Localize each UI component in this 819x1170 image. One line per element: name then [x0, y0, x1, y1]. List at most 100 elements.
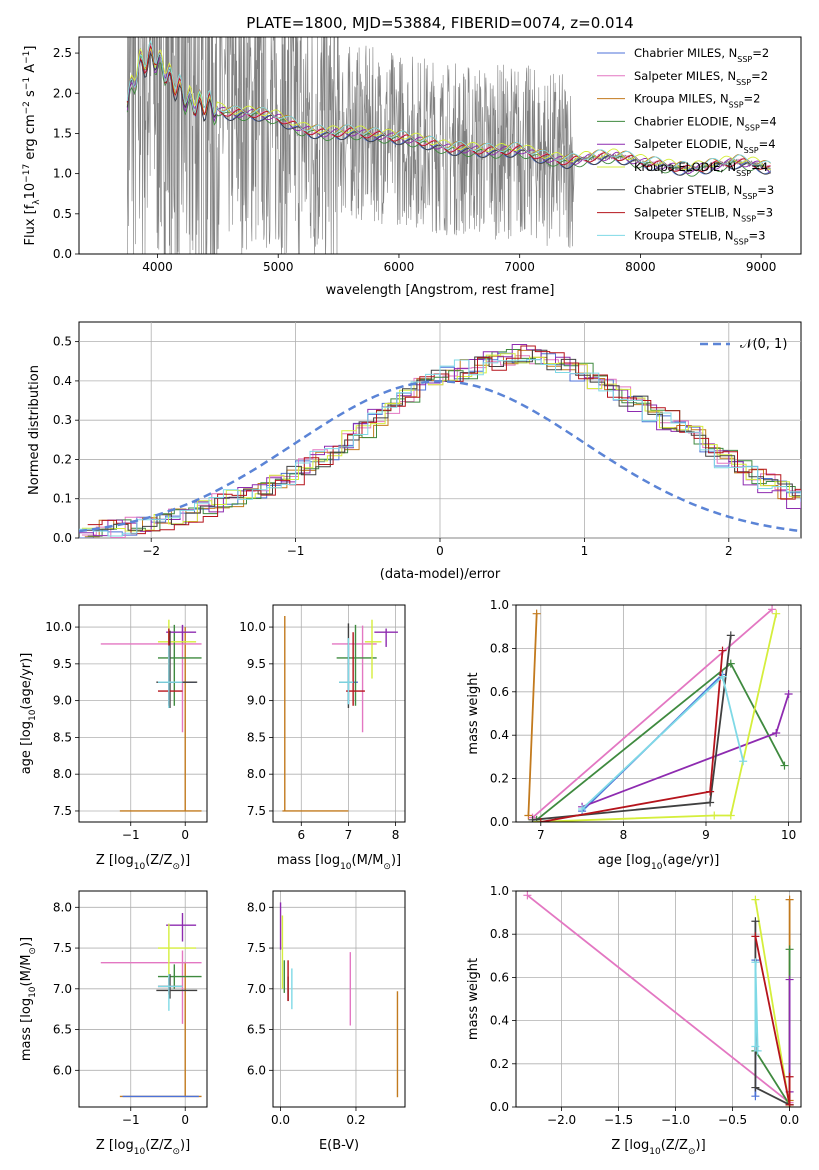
legend-sub: SSP	[745, 123, 760, 132]
residual-histogram	[87, 349, 801, 537]
x-axis-label: wavelength [Angstrom, rest frame]	[326, 283, 555, 298]
y-tick-label: 0.0	[53, 531, 72, 545]
x-tick-label: 0.0	[271, 1113, 290, 1127]
legend-tail: =4	[759, 137, 776, 151]
legend-text: Kroupa STELIB, N	[634, 228, 734, 242]
label-part: age [log	[598, 853, 651, 868]
legend-sub: SSP	[737, 55, 752, 64]
weight_vs_Z-panel: −2.0 −1.5 −1.0 −0.5 0.0 0.0 0.2 0.4 0.6 0.8 1.0 mas…	[466, 884, 802, 1157]
x-axis-label: E(B-V)	[319, 1138, 359, 1153]
y-tick-label: 0.0	[490, 1100, 509, 1114]
label-part: )]	[391, 853, 401, 868]
weight-marker	[532, 609, 541, 618]
y-tick-label: 0.4	[490, 1014, 509, 1028]
legend-entry: Salpeter STELIB, NSSP=3	[634, 206, 773, 224]
y-tick-label: 1.0	[53, 167, 72, 181]
weight-marker	[751, 917, 760, 926]
age-axis-label: age [log10(age/yr)]	[19, 653, 38, 775]
y-tick-label: 8.0	[247, 900, 266, 914]
spectrum-panel: 4000 5000 6000 7000 8000 9000 0.0 0.5 1.0 1.5 2.0 2…	[22, 36, 802, 298]
x-tick-label: 0	[181, 828, 189, 842]
weight-marker	[726, 631, 735, 640]
y-tick-label: 2.0	[53, 86, 72, 100]
weight-marker	[726, 811, 735, 820]
weight-marker	[751, 932, 760, 941]
label-part: (Z/Z	[145, 853, 172, 868]
weight-marker	[785, 1072, 794, 1081]
model-spectrum-line	[126, 49, 771, 174]
x-tick-label: 6000	[384, 260, 415, 274]
label-part: Z [log	[96, 1138, 134, 1153]
y-tick-label: 0.5	[53, 207, 72, 221]
x-tick-label: −2	[142, 544, 160, 558]
x-tick-label: 1	[581, 544, 589, 558]
label-part: −1	[22, 51, 32, 64]
weight-marker	[718, 672, 727, 681]
axes-frame	[78, 890, 208, 1108]
legend-tail: =2	[752, 46, 769, 60]
legend-tail: =4	[760, 114, 777, 128]
y-tick-label: 0.8	[490, 641, 509, 655]
y-tick-label: 10.0	[45, 620, 72, 634]
weight-marker	[785, 895, 794, 904]
y-tick-label: 8.5	[53, 730, 72, 744]
y-tick-label: 6.5	[247, 1023, 266, 1037]
y-tick-label: 8.0	[53, 767, 72, 781]
legend-sub: SSP	[734, 237, 749, 246]
axes-frame	[272, 890, 406, 1108]
age_vs_Z-panel: −1 07.58.08.59.09.510.0Z [log10(Z/Z⊙)]age…	[19, 604, 208, 872]
y-tick-label: 0.2	[490, 1057, 509, 1071]
legend-tail: =2	[751, 69, 768, 83]
spectrum-plot-area	[126, 37, 771, 254]
weight-marker	[785, 1100, 794, 1107]
y-tick-label: 6.0	[247, 1063, 266, 1077]
x-tick-label: 8	[620, 828, 628, 842]
mass_vs_ebv-panel: 0.0 0.2 6.0 6.5 7.0 7.5 8.0 E(B-V)	[247, 890, 406, 1153]
y-tick-label: 0.2	[490, 772, 509, 786]
weight-marker	[751, 1083, 760, 1092]
axes-frame	[272, 604, 406, 823]
mass-axis-label: mass [log10(M/M⊙)]	[19, 937, 38, 1061]
weight-marker	[772, 729, 781, 738]
legend-entry: Chabrier ELODIE, NSSP=4	[634, 114, 777, 131]
z-axis-label: Z [log10(Z/Z⊙)]	[96, 1138, 190, 1157]
x-tick-label: 0.0	[780, 1113, 799, 1127]
label-part: mass [log	[19, 998, 34, 1061]
weight-line	[527, 613, 538, 816]
axes-frame	[515, 890, 802, 1108]
residual-panel: −2 −1 0 1 2 0.0 0.1 0.2 0.3 0.4 0.5 𝒩(0, 1) (data-mo…	[27, 321, 802, 582]
x-tick-label: −1	[122, 1113, 140, 1127]
weight-marker	[718, 646, 727, 655]
weight-line	[532, 613, 778, 822]
x-tick-label: 5000	[263, 260, 294, 274]
label-part: erg cm	[23, 114, 38, 163]
x-tick-label: 8	[392, 828, 400, 842]
legend-entry: Kroupa ELODIE, NSSP=4	[634, 160, 768, 178]
legend-entry: Kroupa MILES, NSSP=2	[634, 92, 760, 110]
label-part: −17	[22, 164, 32, 183]
mass_vs_Z-plot-area	[100, 913, 202, 1098]
x-tick-label: 7000	[504, 260, 535, 274]
x-tick-label: −0.5	[718, 1113, 747, 1127]
label-part: s	[23, 90, 38, 101]
legend-tail: =3	[756, 206, 773, 220]
age_vs_mass-plot-area	[282, 616, 398, 812]
label-part: 10	[134, 1147, 146, 1157]
residual-histogram	[79, 359, 801, 537]
y-tick-label: 9.0	[53, 694, 72, 708]
label-part: −2	[22, 101, 32, 114]
x-tick-label: 8000	[625, 260, 656, 274]
label-part: (Z/Z	[145, 1138, 172, 1153]
legend-tail: =4	[751, 160, 768, 174]
weight-marker	[523, 891, 532, 900]
y-axis-label: mass weight	[466, 958, 481, 1040]
weight-line	[754, 962, 759, 1051]
label-part: 10	[28, 709, 38, 721]
weight-marker	[751, 958, 760, 967]
y-tick-label: 0.0	[490, 815, 509, 829]
label-part: −1	[22, 77, 32, 90]
label-part: 10	[28, 986, 38, 998]
y-tick-label: 7.5	[53, 941, 72, 955]
label-part: )]	[696, 1138, 706, 1153]
y-tick-label: 9.5	[53, 657, 72, 671]
